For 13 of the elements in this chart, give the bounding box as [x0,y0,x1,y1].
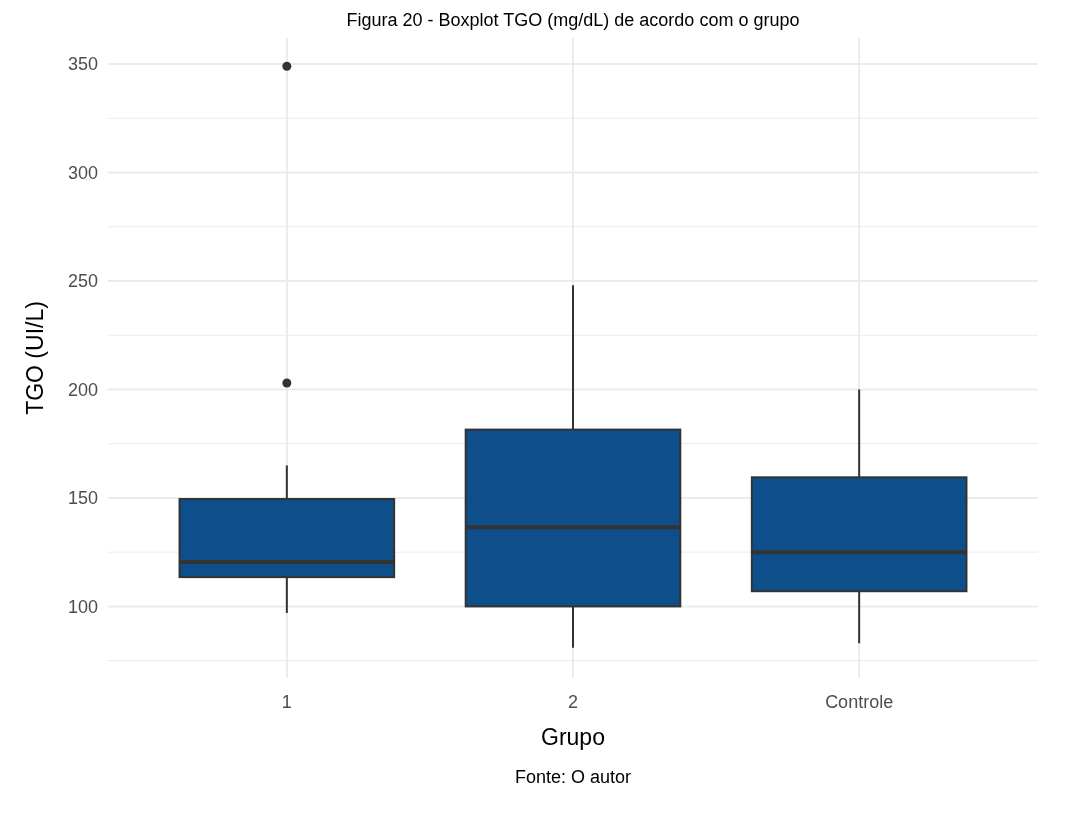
x-tick-label: Controle [825,692,894,712]
y-tick-label: 300 [67,162,98,183]
y-tick-label: 250 [67,271,98,292]
chart-title: Figura 20 - Boxplot TGO (mg/dL) de acordo com o grupo [346,10,800,30]
y-tick-label: 350 [67,54,98,75]
x-axis-title: Grupo [541,724,605,750]
source-note: Fonte: O autor [514,767,632,787]
y-tick-label: 150 [67,488,98,509]
y-tick-label: 100 [67,596,98,617]
y-tick-label: 200 [67,379,98,400]
x-tick-label: 1 [281,692,292,712]
y-axis-title: TGO (UI/L) [22,301,48,415]
x-tick-label: 2 [567,692,579,712]
